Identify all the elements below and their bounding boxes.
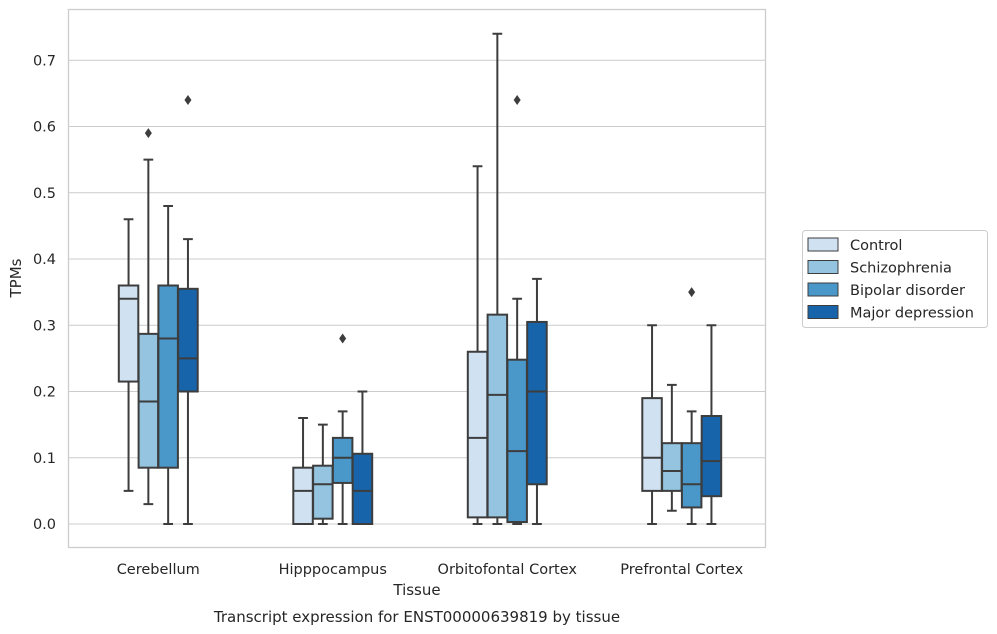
y-tick-label: 0.0 (33, 517, 56, 533)
x-tick-label: Cerebellum (117, 562, 200, 578)
box-element (700, 324, 723, 525)
y-tick-label: 0.3 (33, 318, 56, 334)
box-element (137, 128, 160, 506)
box-body (526, 320, 548, 486)
box-body (661, 442, 683, 492)
x-tick-label: Orbitofontal Cortex (438, 562, 578, 578)
box-element (680, 287, 703, 525)
outlier-marker (184, 95, 192, 105)
legend-label: Control (850, 238, 902, 254)
box-body (331, 436, 354, 484)
box-element (506, 95, 528, 525)
box-element (351, 390, 374, 525)
legend-swatch (807, 305, 839, 319)
legend-item: Control (807, 237, 902, 254)
legend-frame (802, 230, 988, 328)
box-body (157, 284, 179, 469)
box-element (641, 324, 663, 525)
box-body (117, 284, 140, 383)
series-major-depression (177, 95, 723, 525)
legend-swatch (807, 237, 839, 252)
box-body (506, 358, 528, 524)
box-body (700, 415, 723, 498)
box-body (177, 287, 199, 393)
y-tick-label: 0.1 (33, 451, 56, 467)
x-tick-label: Prefrontal Cortex (620, 562, 743, 578)
box-element (292, 417, 314, 525)
box-element (486, 32, 509, 525)
legend-label: Bipolar disorder (850, 283, 965, 299)
x-tick-label: Hipppocampus (279, 562, 387, 578)
box-body (641, 397, 663, 492)
box-element (526, 277, 548, 525)
box-body (466, 350, 489, 519)
y-tick-label: 0.5 (33, 186, 56, 202)
plot-area-frame (67, 8, 767, 549)
legend-label: Major depression (850, 306, 974, 322)
legend-swatch (807, 260, 839, 274)
box-element (331, 333, 354, 525)
legend-item: Major depression (807, 305, 974, 322)
y-axis-ticks: 0.0 0.1 0.2 0.3 0.4 0.5 0.6 0.7 (33, 53, 56, 533)
y-axis-label: TPMs (7, 258, 25, 298)
x-axis-ticks: Cerebellum Hipppocampus Orbitofontal Corte… (117, 562, 744, 578)
y-tick-label: 0.2 (33, 385, 56, 401)
y-tick-label: 0.4 (33, 252, 56, 268)
legend: Control Schizophrenia Bipolar disorder Majo… (802, 230, 988, 328)
x-axis-label: Tissue (392, 581, 440, 599)
box-element (312, 423, 334, 525)
box-element (466, 165, 489, 525)
series-bipolar-disorder (157, 95, 703, 525)
outlier-marker (144, 128, 152, 139)
legend-swatch (807, 282, 839, 297)
outlier-marker (339, 333, 347, 344)
box-series (117, 32, 723, 525)
series-schizophrenia (137, 32, 683, 525)
box-element (157, 205, 179, 525)
legend-label: Schizophrenia (850, 261, 952, 277)
box-element (177, 95, 199, 525)
box-body (486, 313, 509, 519)
legend-items: Control Schizophrenia Bipolar disorder Majo… (807, 237, 974, 322)
outlier-marker (513, 95, 521, 105)
box-body (292, 466, 314, 525)
legend-item: Bipolar disorder (807, 282, 965, 299)
outlier-marker (688, 287, 696, 298)
box-element (117, 218, 140, 492)
box-body (680, 442, 703, 509)
series-control (117, 165, 663, 525)
box-body (312, 464, 334, 520)
chart-title: Transcript expression for ENST0000063981… (213, 608, 620, 626)
legend-item: Schizophrenia (807, 260, 952, 277)
y-tick-label: 0.7 (33, 53, 56, 69)
box-body (351, 452, 374, 525)
box-element (661, 383, 683, 512)
y-tick-label: 0.6 (33, 120, 56, 136)
